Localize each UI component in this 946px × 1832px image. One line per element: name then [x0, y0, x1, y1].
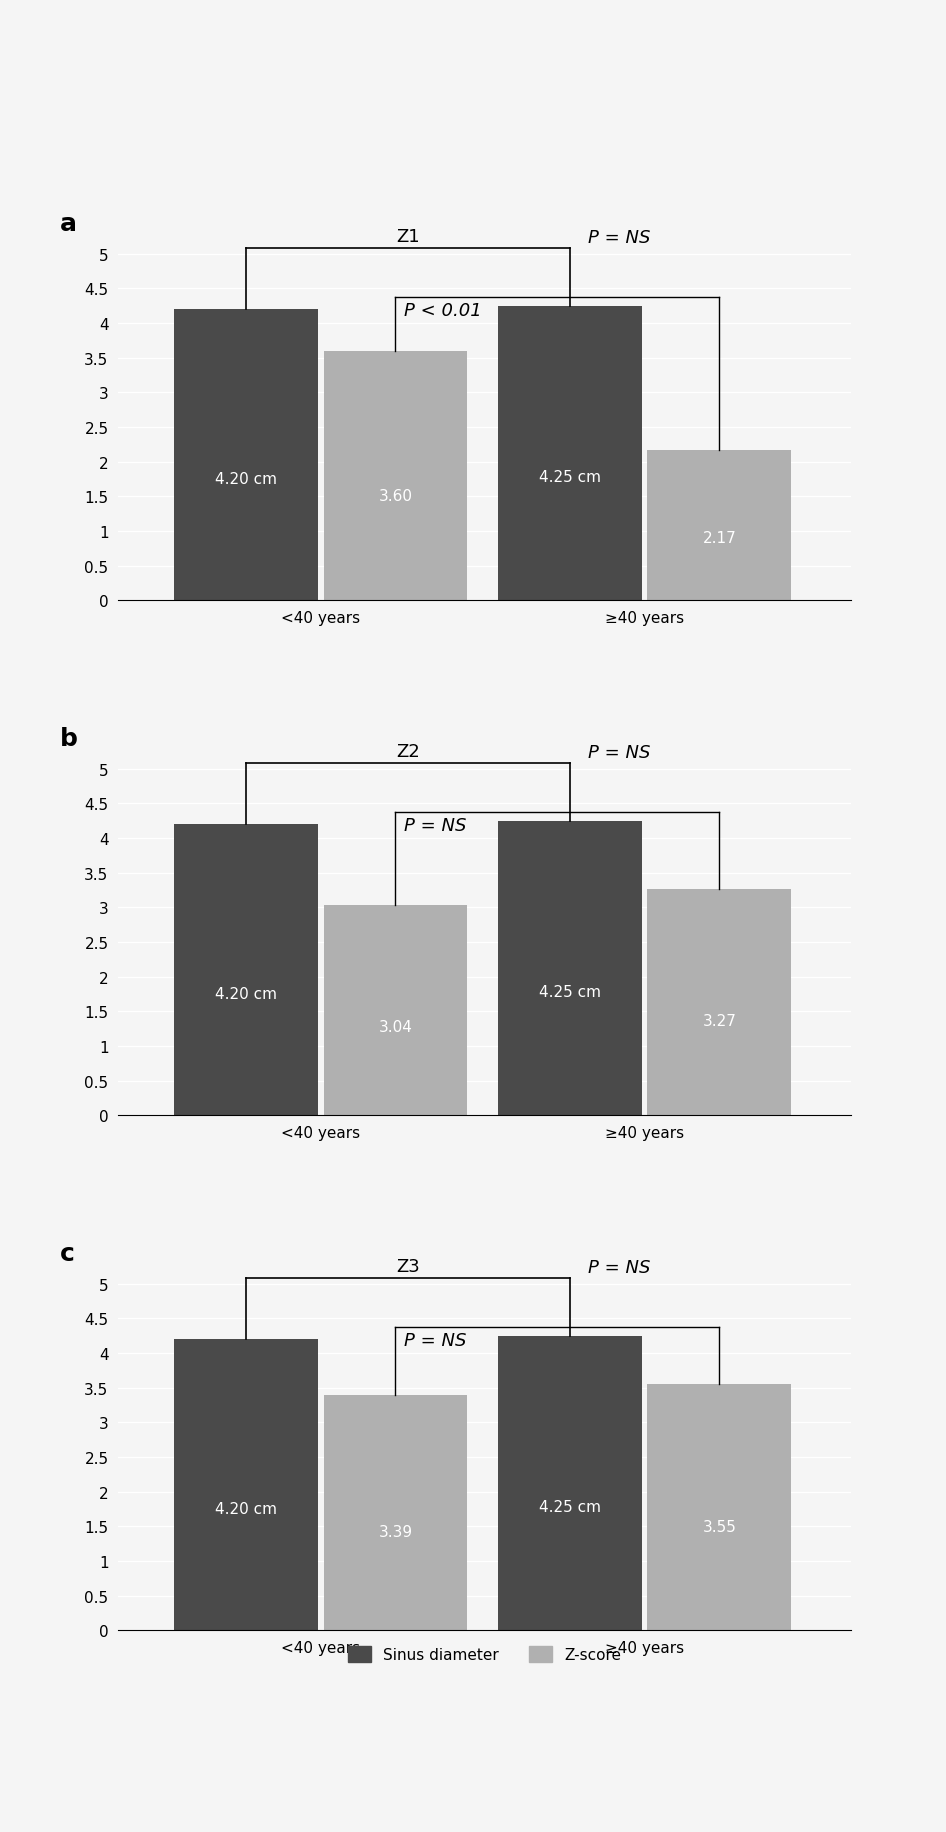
- Bar: [324, 1396, 467, 1630]
- Text: 4.20 cm: 4.20 cm: [215, 1500, 277, 1515]
- Bar: [498, 306, 641, 601]
- Bar: [174, 1339, 318, 1630]
- Bar: [498, 821, 641, 1116]
- Text: b: b: [60, 727, 78, 751]
- Bar: [174, 310, 318, 601]
- Text: P = NS: P = NS: [587, 229, 650, 247]
- Text: 3.04: 3.04: [378, 1020, 412, 1035]
- Bar: [647, 889, 791, 1116]
- Text: 4.25 cm: 4.25 cm: [538, 469, 601, 485]
- Text: P = NS: P = NS: [587, 1259, 650, 1277]
- Text: 3.39: 3.39: [378, 1524, 412, 1539]
- Text: 2.17: 2.17: [703, 531, 736, 546]
- Text: 4.20 cm: 4.20 cm: [215, 471, 277, 485]
- Text: P = NS: P = NS: [587, 744, 650, 762]
- Legend: Sinus diameter, Z-score: Sinus diameter, Z-score: [342, 1640, 628, 1669]
- Text: a: a: [60, 213, 77, 236]
- Text: Z3: Z3: [395, 1257, 420, 1275]
- Text: 4.25 cm: 4.25 cm: [538, 984, 601, 1000]
- Text: Z1: Z1: [396, 229, 419, 245]
- Text: 3.60: 3.60: [378, 489, 412, 504]
- Text: Z2: Z2: [395, 744, 420, 760]
- Bar: [647, 451, 791, 601]
- Text: c: c: [60, 1242, 75, 1266]
- Text: P < 0.01: P < 0.01: [405, 302, 482, 319]
- Bar: [324, 905, 467, 1116]
- Bar: [174, 824, 318, 1116]
- Text: P = NS: P = NS: [405, 1332, 467, 1348]
- Bar: [647, 1385, 791, 1630]
- Text: P = NS: P = NS: [405, 817, 467, 834]
- Bar: [324, 352, 467, 601]
- Text: 3.55: 3.55: [703, 1519, 736, 1535]
- Text: 4.20 cm: 4.20 cm: [215, 986, 277, 1000]
- Text: 3.27: 3.27: [703, 1013, 736, 1028]
- Text: 4.25 cm: 4.25 cm: [538, 1499, 601, 1515]
- Bar: [498, 1336, 641, 1630]
